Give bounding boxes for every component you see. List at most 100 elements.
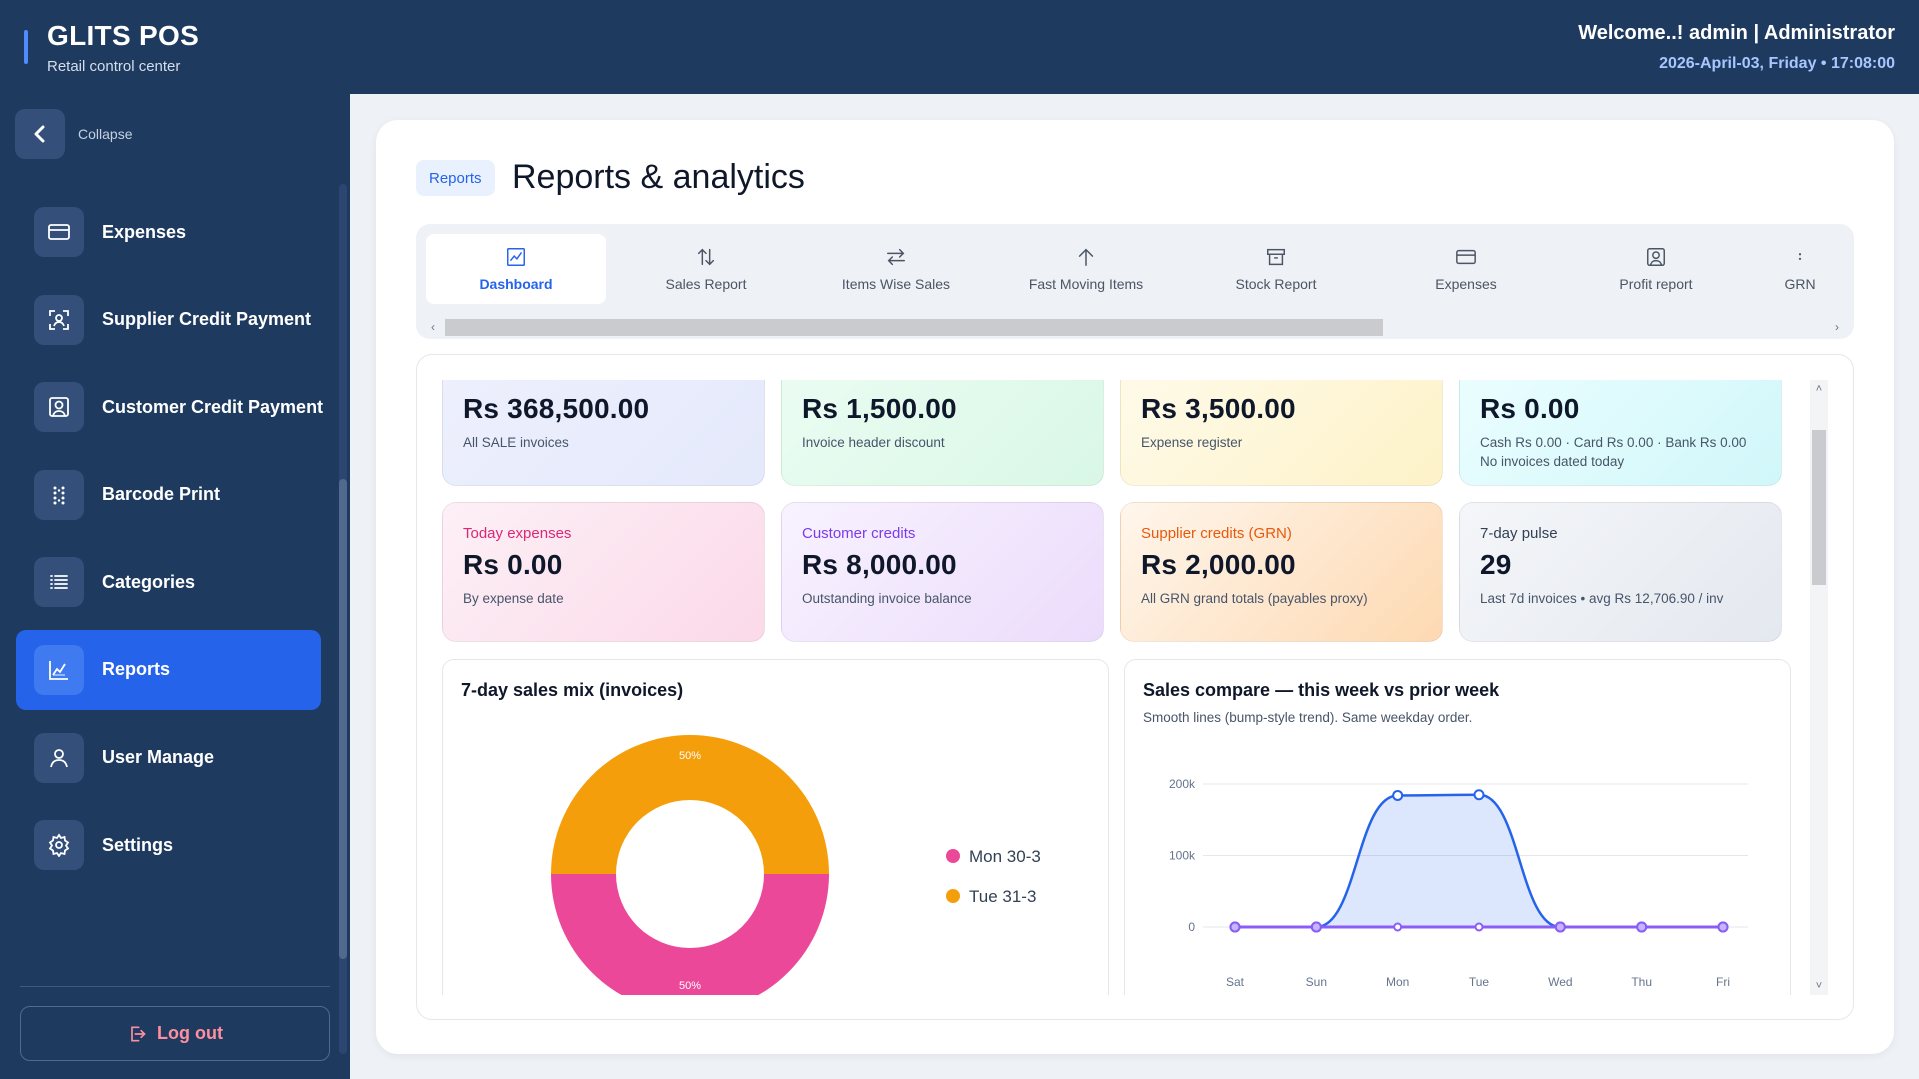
data-point xyxy=(1229,921,1241,933)
barcode-icon xyxy=(34,469,84,520)
tab-grn[interactable]: GRN xyxy=(1756,234,1844,304)
sidebar-item-reports[interactable]: Reports xyxy=(16,629,321,710)
archive-icon xyxy=(1267,248,1285,266)
line-chart: 0 100k 200k Sat Sun Mon Tue Wed Thu Fri xyxy=(1169,777,1748,989)
dashboard-scroll-area[interactable]: Rs 368,500.00 All SALE invoices Rs 1,500… xyxy=(417,380,1827,995)
x-tick-label: Fri xyxy=(1716,975,1730,989)
arrow-up-icon xyxy=(1078,248,1094,266)
sidebar-scrollbar-thumb[interactable] xyxy=(339,479,347,959)
scroll-up-arrow[interactable]: ˄ xyxy=(1815,383,1823,395)
data-point xyxy=(1717,921,1729,933)
sidebar-item-user-manage[interactable]: User Manage xyxy=(16,718,321,798)
scroll-right-arrow[interactable]: › xyxy=(1835,320,1839,334)
dots-icon xyxy=(1798,253,1802,260)
tab-sales-report[interactable]: Sales Report xyxy=(616,234,796,304)
tab-label: Dashboard xyxy=(479,276,553,292)
tab-profit-report[interactable]: Profit report xyxy=(1566,234,1746,304)
x-tick-label: Tue xyxy=(1469,975,1490,989)
logout-label: Log out xyxy=(157,1023,223,1043)
tab-items-wise-sales[interactable]: Items Wise Sales xyxy=(806,234,986,304)
data-point xyxy=(1474,922,1484,932)
sidebar-item-customer-credit-payment[interactable]: Customer Credit Payment xyxy=(16,367,324,447)
tab-fast-moving-items[interactable]: Fast Moving Items xyxy=(996,234,1176,304)
legend-label: Mon 30-3 xyxy=(969,847,1041,866)
data-point xyxy=(1393,922,1403,932)
scroll-down-arrow[interactable]: ˅ xyxy=(1815,980,1823,992)
x-tick-label: Sun xyxy=(1306,975,1327,989)
sidebar-item-settings[interactable]: Settings xyxy=(16,805,321,885)
stat-sub: Last 7d invoices • avg Rs 12,706.90 / in… xyxy=(1480,591,1724,606)
logout-button[interactable]: Log out xyxy=(20,1006,330,1061)
stat-value: Rs 368,500.00 xyxy=(463,393,650,424)
stat-sub-line: No invoices dated today xyxy=(1480,454,1625,469)
tab-dashboard[interactable]: Dashboard xyxy=(426,234,606,304)
stat-label: Customer credits xyxy=(802,525,916,542)
data-point xyxy=(1392,789,1404,801)
sidebar-item-supplier-credit-payment[interactable]: Supplier Credit Payment xyxy=(16,280,321,360)
sort-arrows-icon xyxy=(697,248,715,266)
sidebar-nav: Expenses Supplier Credit Payment Custome… xyxy=(16,192,324,893)
chart-title: 7-day sales mix (invoices) xyxy=(461,680,684,700)
x-tick-label: Thu xyxy=(1631,975,1652,989)
panel-vertical-scrollbar[interactable]: ˄ ˅ xyxy=(1810,380,1828,995)
data-point xyxy=(1310,921,1322,933)
legend-swatch xyxy=(946,849,960,863)
tab-label: Sales Report xyxy=(665,276,747,292)
user-scan-icon xyxy=(34,294,84,345)
breadcrumb[interactable]: Reports xyxy=(416,160,495,196)
sidebar-item-label: Customer Credit Payment xyxy=(102,396,324,417)
stat-sub: Invoice header discount xyxy=(802,435,945,450)
tab-label: Profit report xyxy=(1619,276,1693,292)
tab-label: GRN xyxy=(1784,276,1816,292)
chart-subtitle: Smooth lines (bump-style trend). Same we… xyxy=(1143,710,1473,725)
donut-slice-tue-31-3 xyxy=(551,735,829,874)
sidebar-item-label: Expenses xyxy=(102,221,187,242)
stat-card-expenses: Rs 3,500.00 Expense register xyxy=(1120,380,1443,486)
sidebar-divider xyxy=(20,986,330,987)
card-icon xyxy=(1456,249,1476,265)
stat-label xyxy=(802,380,1083,387)
sidebar: Collapse Expenses Supplier Credit Paymen… xyxy=(0,94,350,1079)
user-frame-icon xyxy=(1647,248,1665,266)
datetime-text: 2026-April-03, Friday • 17:08:00 xyxy=(1659,55,1895,72)
stat-sub: All GRN grand totals (payables proxy) xyxy=(1141,591,1368,606)
stat-label: Today expenses xyxy=(463,525,572,542)
tab-expenses[interactable]: Expenses xyxy=(1376,234,1556,304)
sidebar-item-categories[interactable]: Categories xyxy=(16,542,321,622)
donut-chart: 50% 50% Mon 30-3 Tue 31-3 xyxy=(551,735,1041,995)
collapse-button[interactable] xyxy=(15,109,65,159)
stat-value: 29 xyxy=(1480,549,1512,580)
stat-sub: All SALE invoices xyxy=(463,435,569,450)
tabs-scroll-thumb[interactable] xyxy=(445,319,1383,336)
stat-label xyxy=(1141,380,1422,387)
tab-label: Stock Report xyxy=(1235,276,1317,292)
welcome-text: Welcome..! admin | Administrator xyxy=(1578,22,1895,44)
stat-card-today-expenses: Today expenses Rs 0.00 By expense date xyxy=(442,502,765,642)
stat-card-discount: Rs 1,500.00 Invoice header discount xyxy=(781,380,1104,486)
tabs-horizontal-scrollbar[interactable]: ‹ › xyxy=(426,318,1844,336)
stat-card-7-day-pulse: 7-day pulse 29 Last 7d invoices • avg Rs… xyxy=(1459,502,1782,642)
sidebar-item-expenses[interactable]: Expenses xyxy=(16,192,321,272)
stat-card-supplier-credits: Supplier credits (GRN) Rs 2,000.00 All G… xyxy=(1120,502,1443,642)
series-area-this-week xyxy=(1235,794,1723,927)
data-point xyxy=(1554,921,1566,933)
main-card: Reports Reports & analytics Dashboard Sa… xyxy=(376,120,1894,1054)
collapse-label: Collapse xyxy=(78,126,133,142)
y-tick-label: 100k xyxy=(1169,849,1196,863)
stat-sub: Expense register xyxy=(1141,435,1243,450)
stat-value: Rs 0.00 xyxy=(463,549,563,580)
stat-value: Rs 1,500.00 xyxy=(802,393,957,424)
scroll-left-arrow[interactable]: ‹ xyxy=(431,320,435,334)
logout-icon xyxy=(131,1026,146,1041)
dashboard-panel: Rs 368,500.00 All SALE invoices Rs 1,500… xyxy=(416,354,1854,1020)
stat-label: Supplier credits (GRN) xyxy=(1141,525,1292,542)
sidebar-item-label: Supplier Credit Payment xyxy=(102,309,312,330)
data-point xyxy=(1473,789,1485,801)
stat-label: 7-day pulse xyxy=(1480,525,1558,542)
panel-scroll-thumb[interactable] xyxy=(1812,430,1826,585)
sidebar-item-barcode-print[interactable]: Barcode Print xyxy=(16,455,321,535)
legend-swatch xyxy=(946,889,960,903)
tab-stock-report[interactable]: Stock Report xyxy=(1186,234,1366,304)
stat-value: Rs 0.00 xyxy=(1480,393,1580,424)
sidebar-item-label: Barcode Print xyxy=(102,484,221,505)
